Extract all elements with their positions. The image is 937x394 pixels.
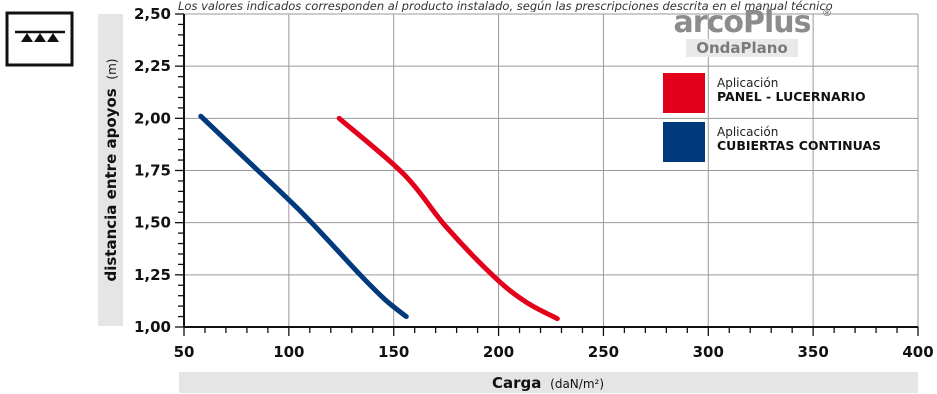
brand-logo: arcoPlus ® OndaPlano xyxy=(652,8,832,57)
x-tick-label: 400 xyxy=(902,343,933,361)
y-tick-label: 1,25 xyxy=(134,266,171,284)
legend-label: CUBIERTAS CONTINUAS xyxy=(717,138,882,153)
minor-ticks xyxy=(175,13,919,336)
series-layer xyxy=(198,113,560,322)
y-tick-label: 1,75 xyxy=(134,162,171,180)
y-axis-title-band xyxy=(98,14,123,326)
x-tick-label: 200 xyxy=(483,343,514,361)
x-axis-title: Carga (daN/m²) xyxy=(492,374,604,392)
y-axis-title: distancia entre apoyos (m) xyxy=(102,59,120,282)
x-tick-label: 250 xyxy=(588,343,619,361)
legend-swatch xyxy=(663,122,705,162)
legend-caption: Aplicación xyxy=(717,125,779,139)
y-tick-label: 2,25 xyxy=(134,57,171,75)
load-support-icon xyxy=(5,11,74,67)
series-line-cubiertas-continuas xyxy=(198,113,409,320)
x-axis-title-band xyxy=(179,372,918,393)
x-tick-label: 100 xyxy=(273,343,304,361)
brand-logo-reg-mark: ® xyxy=(822,8,832,19)
axes xyxy=(183,14,918,328)
legend-caption: Aplicación xyxy=(717,76,779,90)
tick-labels: 50 100 150 200 250 300 350 400 1,00 1,25 1,50 1,75 2… xyxy=(134,5,934,361)
y-axis-title-main: distancia entre apoyos xyxy=(102,88,120,281)
x-axis-title-unit: (daN/m²) xyxy=(550,377,604,391)
y-tick-label: 2,00 xyxy=(134,109,171,127)
chart-note: Los valores indicados corresponden al pr… xyxy=(178,0,833,12)
x-tick-label: 150 xyxy=(378,343,409,361)
x-tick-label: 50 xyxy=(174,343,195,361)
series-line-panel-lucernario xyxy=(336,115,560,322)
brand-logo-name: arcoPlus xyxy=(673,5,812,40)
grid-lines xyxy=(184,13,919,327)
y-tick-label: 2,50 xyxy=(134,5,171,23)
x-axis-title-main: Carga xyxy=(492,374,541,392)
x-tick-label: 350 xyxy=(797,343,828,361)
x-tick-label: 300 xyxy=(693,343,724,361)
legend-label: PANEL - LUCERNARIO xyxy=(717,89,866,104)
y-axis-title-unit: (m) xyxy=(105,59,119,80)
brand-logo-product: OndaPlano xyxy=(686,39,798,57)
legend-swatch xyxy=(663,73,705,113)
y-tick-label: 1,50 xyxy=(134,214,171,232)
y-tick-label: 1,00 xyxy=(134,318,171,336)
